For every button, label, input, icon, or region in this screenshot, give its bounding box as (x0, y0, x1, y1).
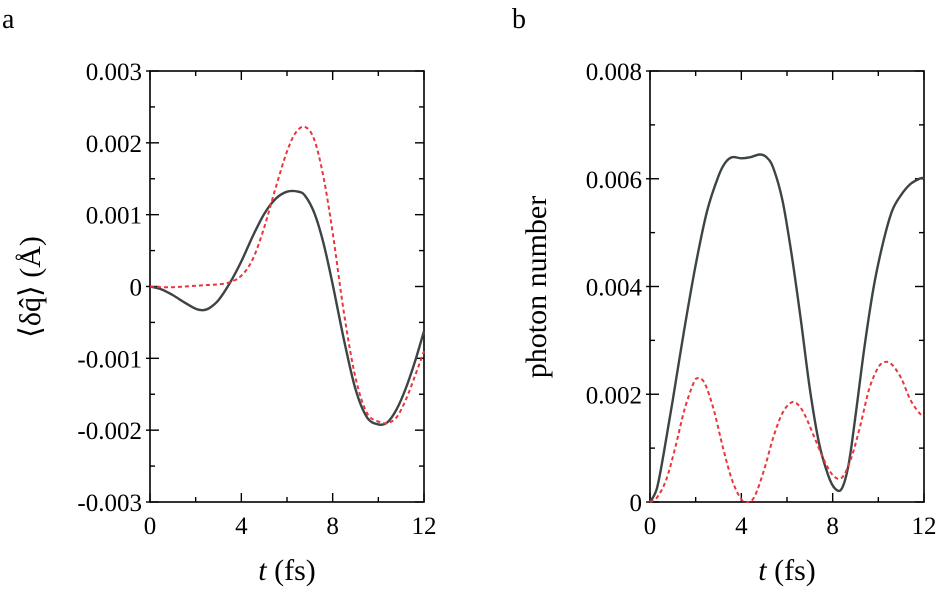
y-tick-label-a: -0.003 (77, 490, 142, 517)
y-tick-label-a: 0.003 (86, 59, 142, 86)
y-tick-label-b: 0 (630, 490, 643, 517)
y-axis-label-b: photon number (520, 196, 553, 378)
y-tick-label-b: 0.008 (586, 59, 642, 86)
ticks-b (646, 70, 925, 503)
series-solid-line-b (649, 153, 925, 503)
x-tick-label-a: 0 (144, 513, 157, 540)
panel-a: a 0 4 8 12 0.003 0.002 0.001 0 -0.001 -0.002 -0.00… (2, 4, 437, 587)
x-axis-label-b: t (fs) (758, 554, 816, 587)
x-tick-label-a: 12 (412, 513, 437, 540)
x-axis-variable-a: t (258, 554, 267, 587)
x-tick-label-b: 12 (912, 513, 937, 540)
series-group-a (149, 125, 425, 426)
x-tick-label-b: 4 (735, 513, 748, 540)
y-axis-label-a: ⟨δq̂⟩ (Å) (14, 236, 47, 338)
series-solid-line-a (149, 189, 425, 426)
panel-b: b 0 4 8 12 0 0.002 0.004 0.006 0.008 photon numb… (512, 4, 937, 587)
tick-labels-b: 0 4 8 12 0 0.002 0.004 0.006 0.008 (586, 59, 937, 540)
axes-frame-a (149, 70, 425, 503)
y-tick-label-a: 0.001 (86, 203, 142, 230)
y-tick-label-a: 0 (130, 275, 143, 302)
y-tick-label-b: 0.006 (586, 167, 642, 194)
x-axis-unit-b: (fs) (767, 554, 816, 587)
x-tick-label-a: 8 (326, 513, 339, 540)
series-dashed-line-b (649, 360, 925, 503)
y-tick-label-b: 0.004 (586, 275, 643, 302)
y-tick-label-a: -0.001 (77, 346, 142, 373)
y-tick-label-b: 0.002 (586, 382, 642, 409)
x-tick-label-b: 8 (826, 513, 839, 540)
y-tick-label-a: 0.002 (86, 131, 142, 158)
ticks-a (146, 70, 425, 503)
x-tick-label-a: 4 (235, 513, 248, 540)
tick-labels-a: 0 4 8 12 0.003 0.002 0.001 0 -0.001 -0.002 -0.003 (77, 59, 436, 540)
series-group-b (649, 153, 925, 503)
x-axis-label-a: t (fs) (258, 554, 316, 587)
x-tick-label-b: 0 (644, 513, 657, 540)
panel-letter-b: b (512, 4, 526, 35)
x-axis-unit-a: (fs) (267, 554, 316, 587)
y-tick-label-a: -0.002 (77, 418, 142, 445)
panel-letter-a: a (2, 4, 15, 35)
series-dashed-line-a (149, 125, 425, 425)
x-axis-variable-b: t (758, 554, 767, 587)
